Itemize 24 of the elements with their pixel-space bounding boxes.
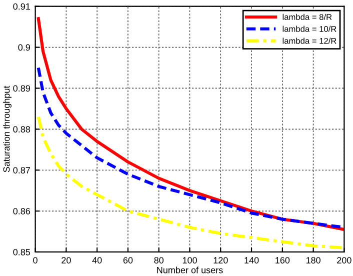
x-tick-label: 100 [182, 257, 197, 264]
y-tick-label: 0.9 [18, 44, 30, 51]
y-tick-label: 0.88 [13, 126, 30, 133]
x-tick-label: 60 [123, 257, 133, 264]
y-tick-label: 0.87 [13, 167, 30, 174]
x-tick-label: 120 [214, 257, 228, 264]
legend-label: lambda = 8/R [282, 14, 332, 20]
y-tick-label: 0.86 [13, 208, 30, 214]
legend-label: lambda = 12/R [282, 38, 336, 44]
x-tick-label: 40 [92, 257, 102, 264]
y-tick-label: 0.85 [13, 248, 30, 256]
x-tick-label: 0 [33, 257, 38, 264]
x-tick-label: 20 [62, 257, 71, 264]
x-axis-title: Number of users [157, 266, 223, 274]
x-tick-label: 160 [276, 257, 290, 264]
x-tick-label: 80 [154, 257, 164, 264]
x-tick-label: 200 [337, 257, 352, 264]
y-axis-title: Saturation throughput [3, 86, 12, 172]
y-tick-label: 0.89 [13, 85, 30, 92]
x-tick-label: 180 [306, 257, 320, 264]
x-tick-label: 140 [244, 257, 259, 264]
line-series [36, 115, 344, 250]
y-tick-label: 0.91 [13, 3, 30, 10]
legend-label: lambda = 10/R [282, 26, 336, 32]
